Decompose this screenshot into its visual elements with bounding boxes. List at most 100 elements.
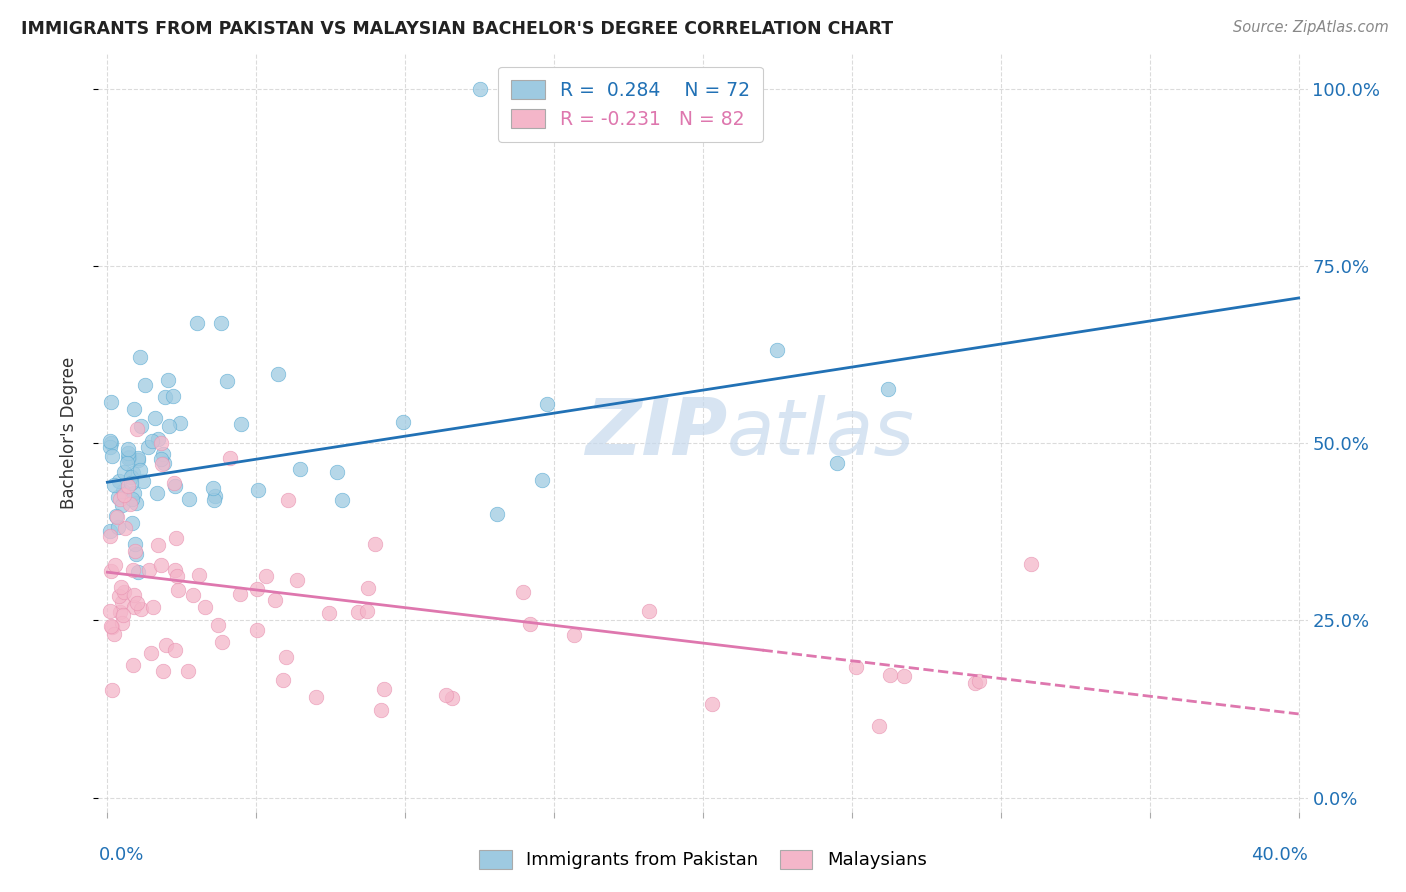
Point: [103, 627, 125, 641]
Point: [115, 457, 138, 471]
Point: [166, 569, 188, 583]
Point: [285, 573, 308, 587]
Point: [124, 544, 146, 558]
Point: [111, 498, 134, 512]
Point: [129, 350, 152, 364]
Point: [963, 676, 986, 690]
Point: [111, 483, 134, 498]
Point: [163, 479, 186, 493]
Point: [98, 434, 121, 448]
Point: [153, 456, 176, 470]
Point: [104, 558, 127, 572]
Point: [370, 703, 392, 717]
Point: [326, 465, 349, 479]
Point: [204, 489, 226, 503]
Point: [100, 619, 122, 633]
Point: [103, 477, 125, 491]
Point: [177, 665, 200, 679]
Point: [373, 681, 395, 696]
Text: Source: ZipAtlas.com: Source: ZipAtlas.com: [1233, 20, 1389, 35]
Point: [219, 451, 242, 466]
Point: [519, 617, 541, 632]
Point: [207, 617, 229, 632]
Point: [165, 532, 187, 546]
Point: [162, 389, 184, 403]
Point: [434, 688, 457, 702]
Point: [165, 563, 187, 577]
Point: [531, 473, 554, 487]
Point: [305, 690, 328, 705]
Point: [98, 529, 121, 543]
Point: [108, 475, 131, 489]
Point: [468, 82, 491, 96]
Point: [209, 316, 232, 330]
Point: [440, 691, 463, 706]
Point: [562, 627, 585, 641]
Point: [254, 568, 277, 582]
Point: [169, 416, 191, 430]
Point: [134, 378, 156, 392]
Point: [127, 422, 149, 436]
Point: [111, 608, 134, 623]
Point: [700, 698, 723, 712]
Point: [100, 395, 122, 409]
Point: [357, 581, 380, 595]
Point: [138, 563, 160, 577]
Point: [105, 510, 128, 524]
Point: [122, 402, 145, 417]
Point: [211, 635, 233, 649]
Point: [512, 585, 534, 599]
Point: [155, 638, 177, 652]
Point: [121, 492, 143, 507]
Point: [766, 343, 789, 357]
Point: [157, 419, 180, 434]
Point: [124, 496, 146, 510]
Text: atlas: atlas: [727, 394, 915, 471]
Point: [127, 452, 149, 467]
Point: [150, 457, 173, 471]
Point: [120, 475, 142, 490]
Y-axis label: Bachelor's Degree: Bachelor's Degree: [59, 357, 77, 508]
Text: 0.0%: 0.0%: [98, 846, 143, 863]
Point: [347, 605, 370, 619]
Point: [100, 436, 122, 450]
Point: [845, 660, 868, 674]
Point: [893, 669, 915, 683]
Point: [127, 450, 149, 465]
Point: [229, 587, 252, 601]
Legend: Immigrants from Pakistan, Malaysians: Immigrants from Pakistan, Malaysians: [470, 841, 936, 879]
Point: [143, 411, 166, 425]
Point: [486, 507, 509, 521]
Point: [127, 565, 149, 579]
Point: [117, 442, 139, 456]
Point: [107, 520, 129, 534]
Point: [194, 599, 217, 614]
Point: [356, 604, 378, 618]
Point: [112, 488, 135, 502]
Point: [122, 657, 145, 672]
Point: [125, 596, 148, 610]
Point: [153, 390, 176, 404]
Point: [100, 524, 122, 539]
Point: [177, 492, 200, 507]
Text: ZIP: ZIP: [585, 394, 727, 471]
Point: [363, 536, 385, 550]
Point: [152, 665, 174, 679]
Point: [148, 538, 170, 552]
Point: [124, 599, 146, 614]
Text: IMMIGRANTS FROM PAKISTAN VS MALAYSIAN BACHELOR'S DEGREE CORRELATION CHART: IMMIGRANTS FROM PAKISTAN VS MALAYSIAN BA…: [21, 20, 893, 37]
Point: [138, 440, 160, 454]
Point: [105, 508, 128, 523]
Point: [273, 673, 295, 687]
Legend: R =  0.284    N = 72, R = -0.231   N = 82: R = 0.284 N = 72, R = -0.231 N = 82: [498, 67, 763, 142]
Point: [125, 548, 148, 562]
Point: [267, 367, 290, 381]
Point: [101, 620, 124, 634]
Point: [1019, 557, 1042, 571]
Point: [98, 440, 121, 454]
Point: [877, 382, 900, 396]
Point: [107, 589, 129, 603]
Point: [124, 589, 146, 603]
Point: [149, 436, 172, 450]
Point: [181, 588, 204, 602]
